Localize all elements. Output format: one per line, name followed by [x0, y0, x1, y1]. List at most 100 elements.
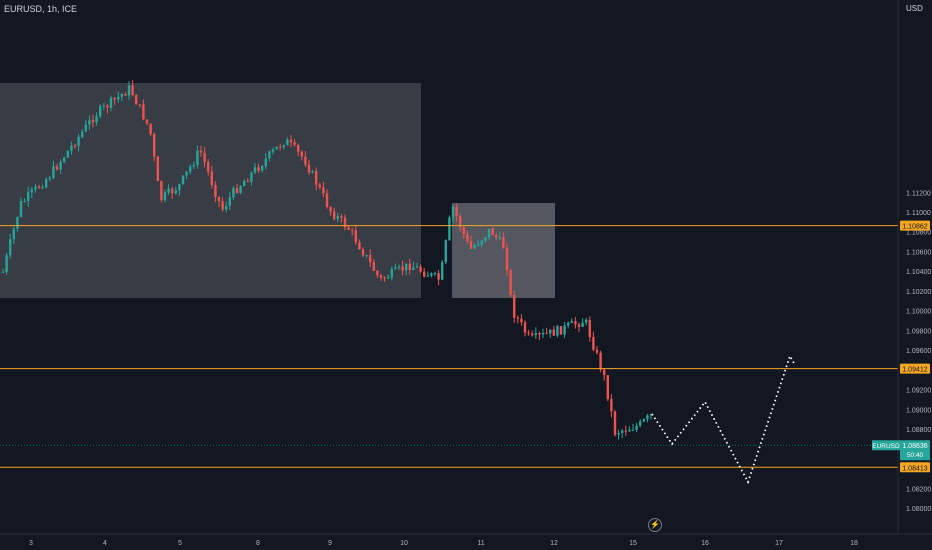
price-tick-label: 1.10400	[906, 269, 931, 276]
candle-body	[59, 161, 62, 170]
candle-body	[441, 262, 444, 280]
candle-body	[117, 96, 120, 100]
candle-body	[300, 151, 303, 157]
breakout-zone	[452, 203, 555, 298]
level-price-badge	[900, 462, 930, 473]
candle-body	[567, 322, 570, 326]
candle-body	[243, 181, 246, 187]
candle-body	[192, 164, 195, 167]
candle-body	[556, 326, 559, 336]
current-price-badge	[900, 440, 930, 461]
candle-body	[81, 131, 84, 137]
candle-body	[124, 94, 127, 96]
candle-body	[268, 151, 271, 159]
candle-body	[55, 166, 59, 170]
candle-body	[171, 188, 174, 194]
time-tick-label: 8	[256, 540, 260, 547]
candle-body	[527, 332, 530, 334]
candle-body	[419, 266, 422, 272]
candle-body	[275, 146, 278, 150]
candle-body	[329, 206, 332, 212]
candle-body	[106, 105, 109, 108]
candle-body	[127, 85, 131, 96]
resistance-zone	[0, 83, 421, 298]
candle-body	[606, 375, 609, 400]
lightning-icon[interactable]: ⚡	[648, 518, 662, 532]
symbol-badge	[872, 440, 900, 451]
candle-body	[372, 262, 375, 271]
candle-body	[214, 185, 217, 197]
candle-body	[160, 180, 163, 201]
candle-body	[297, 144, 300, 152]
candle-body	[369, 255, 372, 263]
candle-body	[577, 324, 581, 327]
candle-body	[113, 97, 116, 100]
time-tick-label: 3	[29, 540, 33, 547]
candle-body	[102, 105, 105, 107]
candle-body	[52, 166, 55, 178]
time-tick-label: 4	[103, 540, 107, 547]
candle-body	[336, 216, 339, 219]
candle-body	[307, 164, 311, 173]
candle-body	[473, 245, 476, 249]
candle-body	[120, 94, 123, 97]
candle-body	[595, 349, 599, 353]
candle-body	[624, 430, 627, 432]
price-tick-label: 1.09800	[906, 328, 931, 335]
candle-body	[412, 267, 415, 271]
candle-body	[207, 162, 210, 172]
candle-body	[279, 146, 282, 148]
candle-body	[282, 145, 285, 148]
candle-body	[477, 244, 480, 246]
level-price-label: 1.08413	[902, 465, 927, 472]
candle-body	[286, 139, 289, 146]
candle-body	[534, 333, 537, 336]
candle-body	[181, 175, 185, 185]
time-tick-label: 12	[550, 540, 558, 547]
candle-body	[552, 329, 555, 336]
candle-body	[142, 104, 145, 120]
candle-body	[631, 429, 635, 431]
candle-body	[253, 167, 257, 173]
symbol-header[interactable]: EURUSD, 1h, ICE	[4, 4, 78, 14]
candle-body	[376, 270, 379, 276]
candle-body	[574, 321, 577, 325]
candle-body	[156, 156, 159, 181]
candle-body	[210, 171, 213, 186]
projection-path[interactable]	[651, 353, 796, 485]
price-tick-label: 1.08200	[906, 486, 931, 493]
price-tick-label: 1.11000	[906, 210, 931, 217]
candle-body	[649, 414, 653, 416]
price-tick-label: 1.08800	[906, 427, 931, 434]
candle-body	[70, 145, 73, 151]
symbol-badge-label: EURUSD	[872, 443, 900, 450]
candle-body	[99, 106, 102, 117]
candle-body	[642, 419, 645, 422]
candle-body	[531, 333, 534, 336]
candle-body	[603, 369, 606, 376]
candle-body	[480, 240, 483, 245]
candle-body	[491, 228, 494, 236]
price-tick-label: 1.09200	[906, 388, 931, 395]
candle-body	[581, 322, 584, 327]
candle-body	[16, 216, 19, 229]
candle-body	[167, 188, 170, 193]
candle-body	[354, 230, 357, 243]
level-price-label: 1.10862	[902, 224, 927, 231]
candle-body	[235, 187, 239, 193]
time-tick-label: 18	[850, 540, 858, 547]
candle-body	[433, 273, 437, 275]
candle-body	[628, 429, 631, 432]
level-price-badge	[900, 363, 930, 374]
candle-body	[394, 267, 397, 270]
candle-body	[131, 85, 134, 96]
candle-body	[135, 95, 138, 105]
candle-body	[84, 124, 87, 132]
candle-body	[189, 166, 192, 172]
candle-body	[9, 239, 12, 256]
candle-body	[271, 149, 275, 152]
candle-body	[246, 181, 249, 183]
candle-body	[77, 136, 80, 147]
candle-body	[318, 184, 321, 188]
